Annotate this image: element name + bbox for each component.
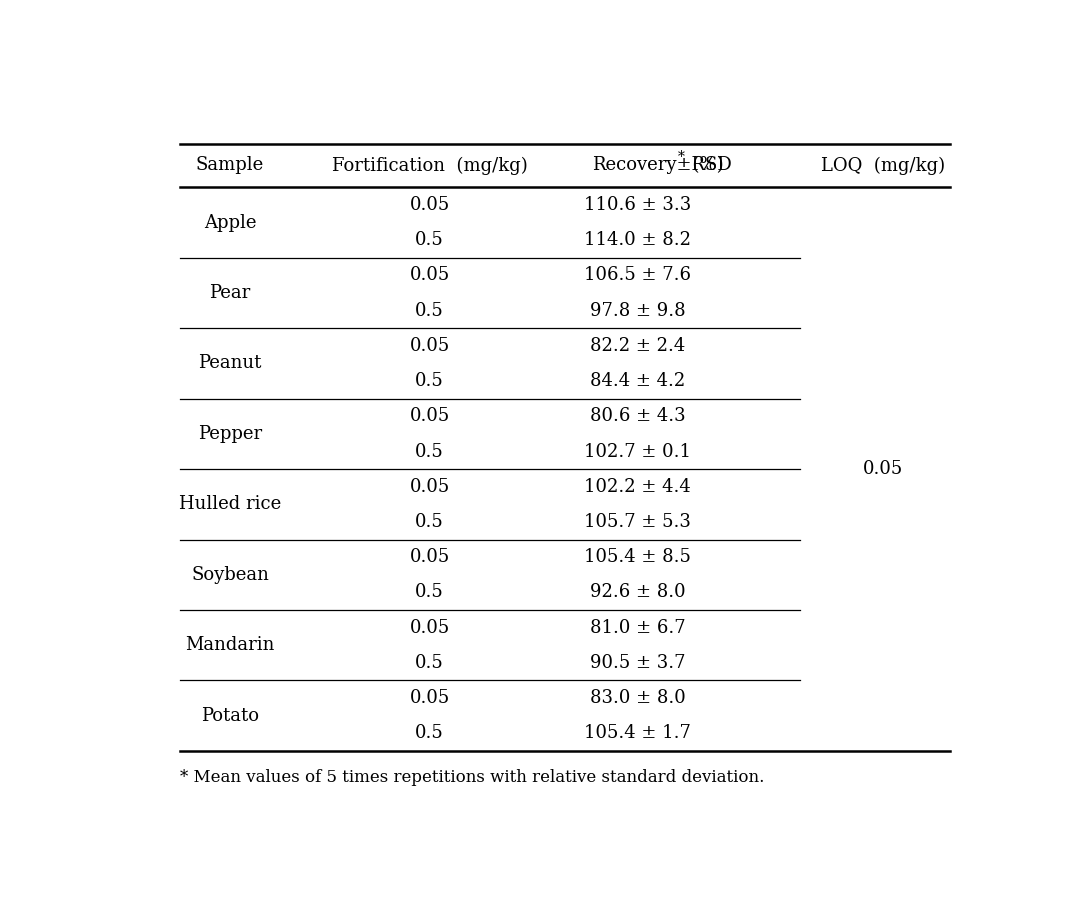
Text: 0.5: 0.5: [416, 584, 445, 601]
Text: 0.05: 0.05: [409, 196, 450, 214]
Text: 0.05: 0.05: [409, 478, 450, 496]
Text: Mandarin: Mandarin: [186, 636, 275, 654]
Text: 0.5: 0.5: [416, 443, 445, 460]
Text: Pear: Pear: [209, 284, 250, 302]
Text: Hulled rice: Hulled rice: [179, 495, 281, 513]
Text: 81.0 ± 6.7: 81.0 ± 6.7: [590, 619, 685, 637]
Text: Sample: Sample: [195, 156, 264, 175]
Text: 83.0 ± 8.0: 83.0 ± 8.0: [590, 689, 685, 707]
Text: Potato: Potato: [201, 706, 259, 725]
Text: 110.6 ± 3.3: 110.6 ± 3.3: [584, 196, 692, 214]
Text: Pepper: Pepper: [198, 425, 262, 443]
Text: 0.05: 0.05: [409, 619, 450, 637]
Text: 0.5: 0.5: [416, 302, 445, 319]
Text: 0.05: 0.05: [409, 548, 450, 566]
Text: 105.7 ± 5.3: 105.7 ± 5.3: [584, 513, 692, 531]
Text: * Mean values of 5 times repetitions with relative standard deviation.: * Mean values of 5 times repetitions wit…: [180, 770, 765, 786]
Text: 0.05: 0.05: [409, 337, 450, 355]
Text: LOQ  (mg/kg): LOQ (mg/kg): [822, 156, 945, 175]
Text: 0.05: 0.05: [409, 407, 450, 425]
Text: Fortification  (mg/kg): Fortification (mg/kg): [332, 156, 527, 175]
Text: 84.4 ± 4.2: 84.4 ± 4.2: [591, 372, 685, 390]
Text: 0.05: 0.05: [863, 460, 903, 479]
Text: *: *: [678, 150, 684, 164]
Text: Apple: Apple: [204, 213, 257, 231]
Text: 0.05: 0.05: [409, 689, 450, 707]
Text: Soybean: Soybean: [191, 565, 268, 584]
Text: 114.0 ± 8.2: 114.0 ± 8.2: [584, 231, 692, 249]
Text: 80.6 ± 4.3: 80.6 ± 4.3: [590, 407, 685, 425]
Text: 0.5: 0.5: [416, 372, 445, 390]
Text: 106.5 ± 7.6: 106.5 ± 7.6: [584, 266, 692, 285]
Text: 90.5 ± 3.7: 90.5 ± 3.7: [590, 654, 685, 672]
Text: 0.5: 0.5: [416, 654, 445, 672]
Text: 0.5: 0.5: [416, 725, 445, 742]
Text: Peanut: Peanut: [199, 354, 262, 372]
Text: 92.6 ± 8.0: 92.6 ± 8.0: [590, 584, 685, 601]
Text: Recovery±RSD: Recovery±RSD: [592, 156, 731, 175]
Text: 97.8 ± 9.8: 97.8 ± 9.8: [590, 302, 685, 319]
Text: 102.7 ± 0.1: 102.7 ± 0.1: [584, 443, 692, 460]
Text: 105.4 ± 1.7: 105.4 ± 1.7: [584, 725, 692, 742]
Text: 0.5: 0.5: [416, 231, 445, 249]
Text: 102.2 ± 4.4: 102.2 ± 4.4: [584, 478, 692, 496]
Text: 105.4 ± 8.5: 105.4 ± 8.5: [584, 548, 692, 566]
Text: 0.5: 0.5: [416, 513, 445, 531]
Text: (%): (%): [681, 156, 724, 175]
Text: 82.2 ± 2.4: 82.2 ± 2.4: [591, 337, 685, 355]
Text: 0.05: 0.05: [409, 266, 450, 285]
